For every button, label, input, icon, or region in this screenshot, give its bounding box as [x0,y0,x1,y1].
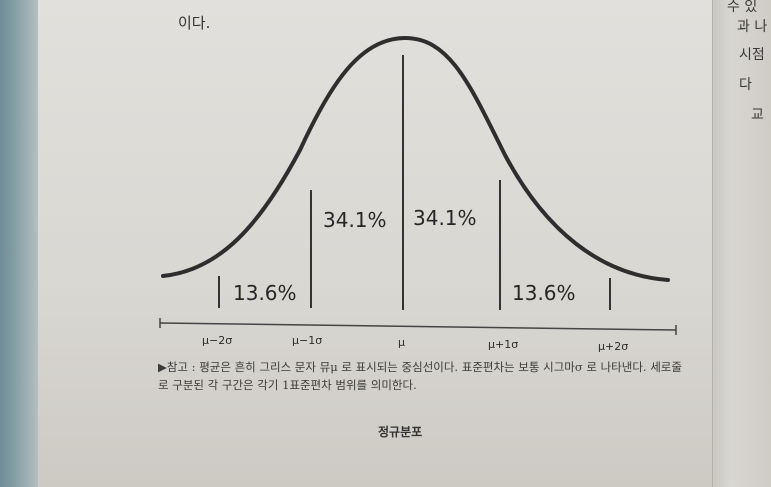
x-axis [159,322,677,331]
tick-label-mu-plus-2sigma: μ+2σ [598,340,628,353]
segment-label-mean-to-plus-1: 34.1% [413,206,477,230]
tick-label-mu-minus-2sigma: μ−2σ [202,334,232,347]
next-page-edge: 수 있 과 나 시점 다 교 [712,0,771,487]
figure-caption: ▶참고 : 평균은 흔히 그리스 문자 뮤μ 로 표시되는 중심선이다. 표준편… [158,360,682,392]
next-page-line-1: 수 있 [727,0,758,15]
segment-label-minus-1-to-mean: 34.1% [323,208,387,232]
intro-text: 이다. [178,14,211,32]
book-page [38,0,728,487]
segment-label-minus-2-to-1: 13.6% [233,281,297,305]
tick-label-mu-plus-1sigma: μ+1σ [488,338,518,351]
segment-label-plus-1-to-2: 13.6% [512,281,576,305]
next-page-line-2: 과 나 [737,19,768,35]
tick-label-mu: μ [398,336,405,349]
next-page-line-4: 다 [739,77,752,93]
next-page-line-5: 교 [751,107,764,123]
bell-curve [161,35,670,282]
next-page-line-3: 시점 [739,47,765,63]
figure-title: 정규분포 [378,425,423,439]
tick-label-mu-minus-1sigma: μ−1σ [292,334,322,347]
previous-page-edge [0,0,40,487]
